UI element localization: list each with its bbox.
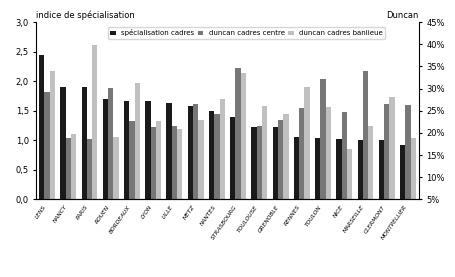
Text: Duncan: Duncan: [386, 11, 419, 20]
Bar: [273, 127, 278, 199]
Bar: [251, 127, 257, 199]
Bar: [368, 125, 374, 199]
Bar: [299, 108, 304, 199]
Bar: [103, 99, 108, 199]
Bar: [71, 134, 76, 199]
Bar: [315, 138, 320, 199]
Bar: [283, 114, 288, 199]
Bar: [405, 105, 410, 199]
Bar: [198, 120, 204, 199]
Bar: [379, 140, 384, 199]
Bar: [363, 71, 368, 199]
Bar: [278, 120, 283, 199]
Bar: [230, 117, 236, 199]
Bar: [156, 121, 161, 199]
Bar: [135, 83, 140, 199]
Bar: [336, 139, 342, 199]
Bar: [81, 87, 87, 199]
Bar: [214, 114, 220, 199]
Bar: [410, 138, 416, 199]
Bar: [39, 55, 44, 199]
Bar: [400, 145, 405, 199]
Bar: [108, 88, 113, 199]
Bar: [241, 73, 246, 199]
Bar: [236, 68, 241, 199]
Bar: [342, 112, 347, 199]
Bar: [220, 99, 225, 199]
Bar: [66, 138, 71, 199]
Bar: [257, 125, 262, 199]
Bar: [129, 121, 135, 199]
Bar: [177, 129, 182, 199]
Bar: [60, 87, 66, 199]
Bar: [384, 104, 389, 199]
Bar: [92, 45, 97, 199]
Legend: spécialisation cadres, duncan cadres centre, duncan cadres banlieue: spécialisation cadres, duncan cadres cen…: [108, 27, 385, 39]
Text: indice de spécialisation: indice de spécialisation: [36, 11, 135, 20]
Bar: [87, 139, 92, 199]
Bar: [304, 87, 310, 199]
Bar: [262, 106, 268, 199]
Bar: [326, 107, 331, 199]
Bar: [167, 103, 172, 199]
Bar: [151, 127, 156, 199]
Bar: [172, 125, 177, 199]
Bar: [347, 149, 352, 199]
Bar: [145, 101, 151, 199]
Bar: [44, 92, 50, 199]
Bar: [389, 97, 394, 199]
Bar: [50, 71, 55, 199]
Bar: [113, 137, 119, 199]
Bar: [294, 137, 299, 199]
Bar: [193, 104, 198, 199]
Bar: [187, 106, 193, 199]
Bar: [124, 101, 129, 199]
Bar: [209, 111, 214, 199]
Bar: [358, 140, 363, 199]
Bar: [320, 79, 326, 199]
